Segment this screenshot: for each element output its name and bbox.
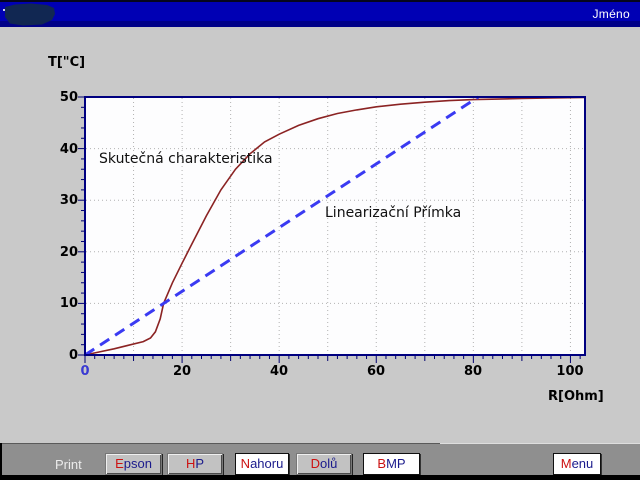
bmp-hotkey: B bbox=[377, 456, 387, 471]
dolu-down-button[interactable]: Dolů bbox=[296, 453, 352, 475]
linearization-line bbox=[84, 95, 480, 357]
toolbar-highlight-line bbox=[440, 443, 640, 444]
bmp-button[interactable]: BMP bbox=[363, 453, 420, 475]
y-axis-title: T["C] bbox=[48, 55, 86, 70]
y-tick-label: 0 bbox=[68, 348, 78, 363]
bmp-label: MP bbox=[386, 456, 406, 471]
x-tick-label: 80 bbox=[463, 364, 483, 379]
print-label: Print bbox=[55, 457, 82, 472]
dolu-label: olů bbox=[320, 456, 338, 471]
hp-button[interactable]: HP bbox=[167, 453, 223, 475]
y-tick-label: 40 bbox=[59, 142, 78, 157]
hp-hotkey: H bbox=[185, 456, 196, 471]
menu-button[interactable]: Menu bbox=[553, 453, 601, 475]
plot-border bbox=[84, 96, 586, 356]
annotation-actual-characteristic: Skutečná charakteristika bbox=[99, 151, 273, 167]
menu-label: enu bbox=[571, 456, 594, 471]
nahoru-hotkey: N bbox=[240, 456, 251, 471]
annotation-linearization-line: Linearizační Přímka bbox=[325, 205, 462, 221]
bottom-edge-strip bbox=[0, 475, 640, 480]
x-tick-label: 60 bbox=[366, 364, 386, 379]
menu-hotkey: M bbox=[560, 456, 572, 471]
x-tick-label: 20 bbox=[172, 364, 192, 379]
y-tick-label: 50 bbox=[59, 90, 78, 105]
epson-hotkey: E bbox=[115, 456, 124, 471]
logo-icon bbox=[3, 3, 55, 26]
nahoru-label: ahoru bbox=[250, 456, 284, 471]
epson-button[interactable]: Epson bbox=[105, 453, 162, 475]
dolu-hotkey: D bbox=[310, 456, 321, 471]
bottom-toolbar: Print Epson HP Nahoru Dolů BMP Menu bbox=[0, 443, 640, 476]
plot-background bbox=[85, 97, 585, 355]
x-tick-label: 40 bbox=[269, 364, 289, 379]
chart-plot bbox=[78, 95, 586, 363]
window-title: Jméno bbox=[592, 7, 630, 21]
epson-label: pson bbox=[123, 456, 152, 471]
x-tick-label: 0 bbox=[80, 364, 90, 379]
hp-label: P bbox=[195, 456, 205, 471]
x-axis-title: R[Ohm] bbox=[548, 389, 604, 404]
y-tick-label: 20 bbox=[59, 245, 78, 260]
characteristic-curve bbox=[84, 96, 586, 356]
title-bar: Jméno bbox=[0, 0, 640, 27]
left-edge-strip bbox=[0, 443, 2, 480]
y-tick-label: 10 bbox=[59, 296, 78, 311]
x-tick-label: 100 bbox=[556, 364, 584, 379]
nahoru-up-button[interactable]: Nahoru bbox=[235, 453, 289, 475]
y-tick-label: 30 bbox=[59, 193, 78, 208]
